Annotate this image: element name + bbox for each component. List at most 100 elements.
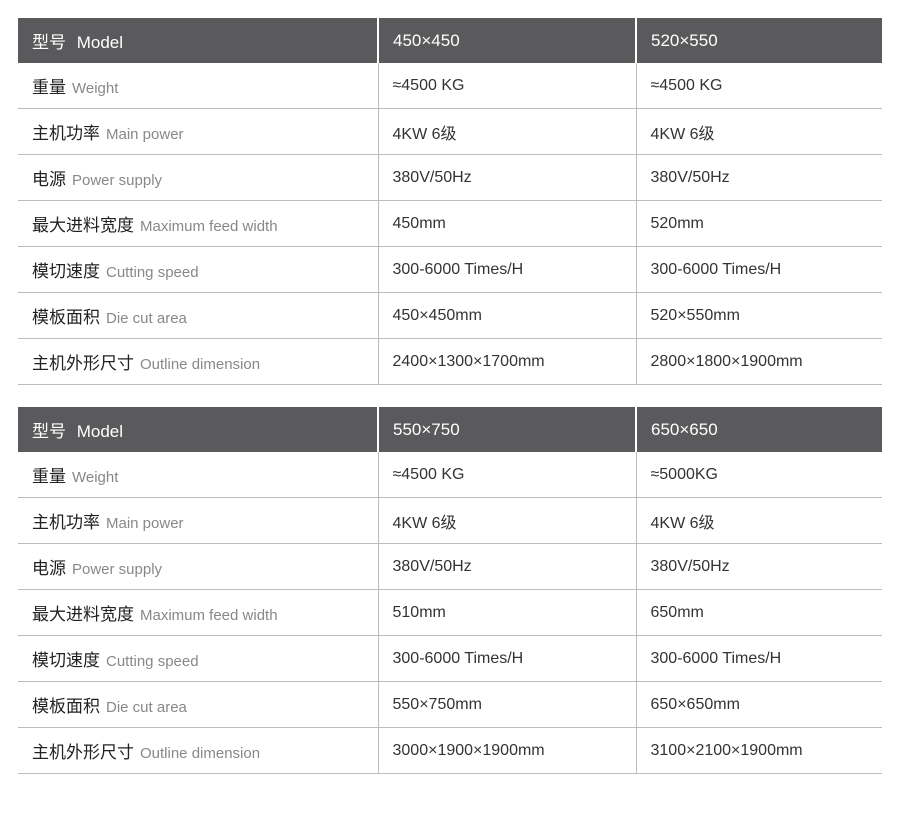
header-value-2: 650×650 [636, 407, 882, 452]
row-label-en: Main power [106, 515, 184, 532]
row-label-en: Cutting speed [106, 653, 199, 670]
table-body: 重量 Weight ≈4500 KG≈4500 KG 主机功率 Main power 4… [18, 63, 882, 385]
table-header-row: 型号 Model 450×450 520×550 [18, 18, 882, 63]
table-row: 主机外形尺寸 Outline dimension 3000×1900×1900mm3… [18, 728, 882, 774]
row-label-cn: 模板面积 [32, 697, 100, 716]
row-label-en: Weight [72, 80, 118, 97]
cell-value-2: 300-6000 Times/H [636, 636, 882, 682]
row-label-cn: 主机外形尺寸 [32, 743, 134, 762]
header-label-en: Model [77, 33, 123, 52]
row-label-cn: 最大进料宽度 [32, 605, 134, 624]
row-label-cn: 主机外形尺寸 [32, 354, 134, 373]
cell-value-2: 380V/50Hz [636, 155, 882, 201]
cell-value-2: ≈5000KG [636, 452, 882, 498]
cell-value-1: 4KW 6级 [378, 498, 636, 544]
header-label-cell: 型号 Model [18, 407, 378, 452]
header-value-1: 550×750 [378, 407, 636, 452]
cell-value-2: 4KW 6级 [636, 498, 882, 544]
table-row: 重量 Weight ≈4500 KG≈4500 KG [18, 63, 882, 109]
row-label-cn: 电源 [32, 170, 66, 189]
table-row: 最大进料宽度 Maximum feed width 510mm650mm [18, 590, 882, 636]
row-label-cell: 电源 Power supply [18, 155, 378, 201]
cell-value-2: 520mm [636, 201, 882, 247]
cell-value-2: ≈4500 KG [636, 63, 882, 109]
row-label-cn: 主机功率 [32, 124, 100, 143]
cell-value-1: 2400×1300×1700mm [378, 339, 636, 385]
row-label-cn: 模切速度 [32, 262, 100, 281]
table-row: 模板面积 Die cut area 450×450mm520×550mm [18, 293, 882, 339]
row-label-cell: 模板面积 Die cut area [18, 682, 378, 728]
row-label-en: Die cut area [106, 699, 187, 716]
row-label-cell: 模切速度 Cutting speed [18, 247, 378, 293]
cell-value-1: 380V/50Hz [378, 544, 636, 590]
cell-value-2: 650×650mm [636, 682, 882, 728]
cell-value-1: 450×450mm [378, 293, 636, 339]
row-label-cn: 模切速度 [32, 651, 100, 670]
row-label-cell: 最大进料宽度 Maximum feed width [18, 590, 378, 636]
table-row: 主机功率 Main power 4KW 6级4KW 6级 [18, 109, 882, 155]
table-row: 模板面积 Die cut area 550×750mm650×650mm [18, 682, 882, 728]
header-label-cell: 型号 Model [18, 18, 378, 63]
row-label-cn: 主机功率 [32, 513, 100, 532]
row-label-en: Die cut area [106, 310, 187, 327]
cell-value-1: 300-6000 Times/H [378, 247, 636, 293]
table-row: 重量 Weight ≈4500 KG≈5000KG [18, 452, 882, 498]
spec-table-1: 型号 Model 450×450 520×550 重量 Weight ≈4500 K… [18, 18, 882, 385]
cell-value-2: 380V/50Hz [636, 544, 882, 590]
row-label-en: Weight [72, 469, 118, 486]
row-label-en: Maximum feed width [140, 607, 278, 624]
table-row: 电源 Power supply 380V/50Hz380V/50Hz [18, 544, 882, 590]
row-label-cn: 电源 [32, 559, 66, 578]
header-label-cn: 型号 [32, 422, 66, 441]
cell-value-1: 550×750mm [378, 682, 636, 728]
row-label-en: Main power [106, 126, 184, 143]
table-row: 主机外形尺寸 Outline dimension 2400×1300×1700mm2… [18, 339, 882, 385]
row-label-cell: 主机外形尺寸 Outline dimension [18, 339, 378, 385]
cell-value-2: 2800×1800×1900mm [636, 339, 882, 385]
row-label-cn: 重量 [32, 467, 66, 486]
cell-value-1: 450mm [378, 201, 636, 247]
row-label-en: Power supply [72, 561, 162, 578]
table-body: 重量 Weight ≈4500 KG≈5000KG 主机功率 Main power 4K… [18, 452, 882, 774]
header-label-en: Model [77, 422, 123, 441]
table-row: 最大进料宽度 Maximum feed width 450mm520mm [18, 201, 882, 247]
table-row: 主机功率 Main power 4KW 6级4KW 6级 [18, 498, 882, 544]
header-label-cn: 型号 [32, 33, 66, 52]
row-label-cell: 最大进料宽度 Maximum feed width [18, 201, 378, 247]
row-label-cell: 重量 Weight [18, 452, 378, 498]
cell-value-1: 3000×1900×1900mm [378, 728, 636, 774]
cell-value-1: ≈4500 KG [378, 63, 636, 109]
row-label-cell: 模切速度 Cutting speed [18, 636, 378, 682]
row-label-cn: 模板面积 [32, 308, 100, 327]
row-label-cell: 电源 Power supply [18, 544, 378, 590]
row-label-cn: 重量 [32, 78, 66, 97]
row-label-en: Maximum feed width [140, 218, 278, 235]
table-header-row: 型号 Model 550×750 650×650 [18, 407, 882, 452]
row-label-cell: 主机外形尺寸 Outline dimension [18, 728, 378, 774]
row-label-cell: 重量 Weight [18, 63, 378, 109]
cell-value-1: ≈4500 KG [378, 452, 636, 498]
cell-value-2: 300-6000 Times/H [636, 247, 882, 293]
table-row: 电源 Power supply 380V/50Hz380V/50Hz [18, 155, 882, 201]
cell-value-1: 380V/50Hz [378, 155, 636, 201]
row-label-en: Outline dimension [140, 745, 260, 762]
row-label-cell: 主机功率 Main power [18, 109, 378, 155]
cell-value-2: 650mm [636, 590, 882, 636]
spec-table-2: 型号 Model 550×750 650×650 重量 Weight ≈4500 K… [18, 407, 882, 774]
cell-value-2: 3100×2100×1900mm [636, 728, 882, 774]
row-label-en: Outline dimension [140, 356, 260, 373]
header-value-1: 450×450 [378, 18, 636, 63]
cell-value-2: 4KW 6级 [636, 109, 882, 155]
cell-value-2: 520×550mm [636, 293, 882, 339]
table-row: 模切速度 Cutting speed 300-6000 Times/H300-600… [18, 247, 882, 293]
cell-value-1: 300-6000 Times/H [378, 636, 636, 682]
row-label-cell: 模板面积 Die cut area [18, 293, 378, 339]
header-value-2: 520×550 [636, 18, 882, 63]
cell-value-1: 510mm [378, 590, 636, 636]
row-label-cell: 主机功率 Main power [18, 498, 378, 544]
cell-value-1: 4KW 6级 [378, 109, 636, 155]
row-label-en: Cutting speed [106, 264, 199, 281]
row-label-cn: 最大进料宽度 [32, 216, 134, 235]
row-label-en: Power supply [72, 172, 162, 189]
table-row: 模切速度 Cutting speed 300-6000 Times/H300-600… [18, 636, 882, 682]
